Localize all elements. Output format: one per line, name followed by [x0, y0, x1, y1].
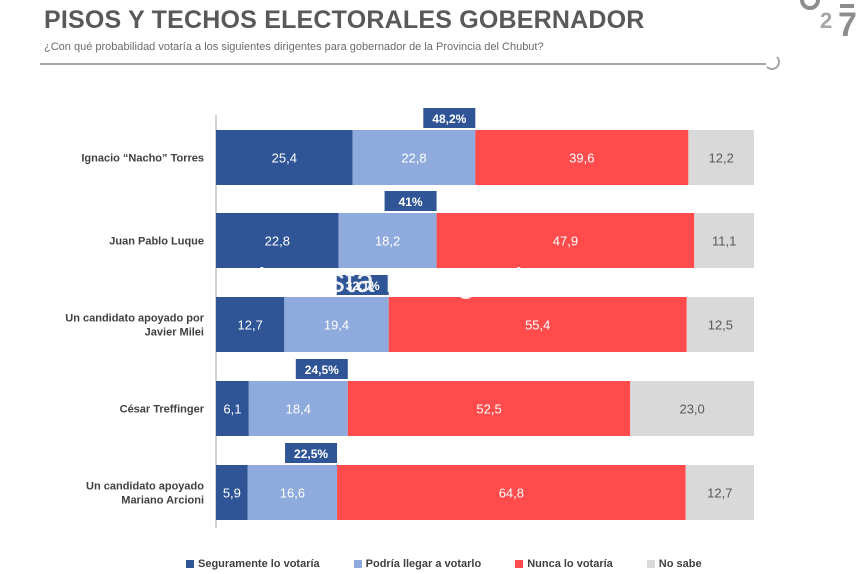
bar-segment-seguramente [216, 381, 249, 436]
legend-label: Nunca lo votaría [527, 558, 613, 570]
chart-legend: Seguramente lo votaría Podría llegar a v… [186, 558, 702, 570]
legend-item-podria: Podría llegar a votarlo [353, 558, 482, 570]
bar-segment-podria [284, 297, 389, 352]
bar-segment-podria [248, 381, 348, 436]
legend-item-nosabe: No sabe [646, 558, 702, 570]
category-label: Ignacio “Nacho” Torres [81, 153, 204, 165]
data-label: 22,8 [265, 234, 290, 249]
data-label: 5,9 [223, 486, 241, 501]
data-label: 6,1 [223, 402, 241, 417]
svg-text:7: 7 [838, 6, 857, 44]
legend-item-nunca: Nunca lo votaría [515, 558, 613, 570]
bar-segment-seguramente [216, 297, 285, 352]
bar-segment-podria [247, 465, 338, 520]
data-label: 23,0 [679, 402, 704, 417]
data-label: 19,4 [324, 318, 349, 333]
bar-segment-nosabe [688, 130, 754, 185]
data-label: 55,4 [525, 318, 550, 333]
category-label: Un candidato apoyado por [65, 313, 204, 325]
header-divider [40, 63, 766, 65]
ceiling-badge-label: 32,1% [346, 279, 380, 293]
data-label: 12,7 [238, 318, 263, 333]
legend-swatch [353, 560, 362, 568]
bar-segment-nosabe [630, 381, 754, 436]
ceiling-badge-label: 24,5% [305, 363, 339, 377]
bar-segment-nunca [436, 213, 695, 268]
data-label: 11,1 [712, 234, 736, 249]
bar-segment-seguramente [216, 213, 339, 268]
bar-segment-podria [352, 130, 476, 185]
bar-segment-nosabe [686, 297, 754, 352]
legend-label: No sabe [658, 558, 702, 570]
data-label: 47,9 [553, 234, 578, 249]
ceiling-badge [295, 359, 348, 379]
category-label: Un candidato apoyado [86, 481, 204, 493]
divider-swirl-icon [764, 54, 780, 70]
data-label: 25,4 [272, 151, 297, 166]
bar-segment-nunca [337, 465, 686, 520]
ceiling-badge [423, 108, 476, 128]
bar-segment-nunca [347, 381, 631, 436]
bar-segment-nosabe [685, 465, 754, 520]
category-label: Javier Milei [145, 327, 204, 339]
ceiling-badge-label: 22,5% [294, 447, 328, 461]
bar-segment-seguramente [216, 465, 248, 520]
data-label: 18,2 [375, 234, 400, 249]
data-label: 52,5 [476, 402, 501, 417]
ceiling-badge-label: 41% [399, 195, 423, 209]
category-label: Juan Pablo Luque [109, 236, 204, 248]
bar-segment-podria [338, 213, 437, 268]
page-subtitle: ¿Con qué probabilidad votaría a los sigu… [44, 41, 544, 53]
category-label: Mariano Arcioni [121, 495, 204, 507]
data-label: 12,2 [709, 151, 734, 166]
bar-segment-nosabe [694, 213, 754, 268]
data-label: 39,6 [569, 151, 594, 166]
bar-segment-nunca [475, 130, 689, 185]
legend-label: Podría llegar a votarlo [365, 558, 482, 570]
ceiling-badge [336, 275, 389, 295]
data-label: 12,5 [708, 318, 733, 333]
brand-logo-icon: 2 7 [800, 0, 857, 44]
legend-swatch [515, 560, 524, 568]
bar-segment-nunca [388, 297, 687, 352]
watermark-text: laPosta Patagonia [258, 262, 543, 300]
bar-segment-seguramente [216, 130, 353, 185]
ceiling-badge [384, 191, 437, 211]
ceiling-badge-label: 48,2% [432, 112, 466, 126]
data-label: 64,8 [499, 486, 524, 501]
data-label: 12,7 [707, 486, 732, 501]
legend-swatch [186, 560, 194, 568]
category-label: César Treffinger [120, 404, 205, 416]
ceiling-badge [285, 443, 338, 463]
legend-label: Seguramente lo votaría [198, 558, 320, 570]
data-label: 16,6 [280, 486, 305, 501]
legend-item-seguramente: Seguramente lo votaría [186, 558, 320, 570]
page-title: PISOS Y TECHOS ELECTORALES GOBERNADOR [44, 6, 645, 34]
data-label: 22,8 [401, 151, 426, 166]
legend-swatch [646, 560, 655, 568]
svg-text:2: 2 [820, 8, 832, 33]
data-label: 18,4 [286, 402, 311, 417]
